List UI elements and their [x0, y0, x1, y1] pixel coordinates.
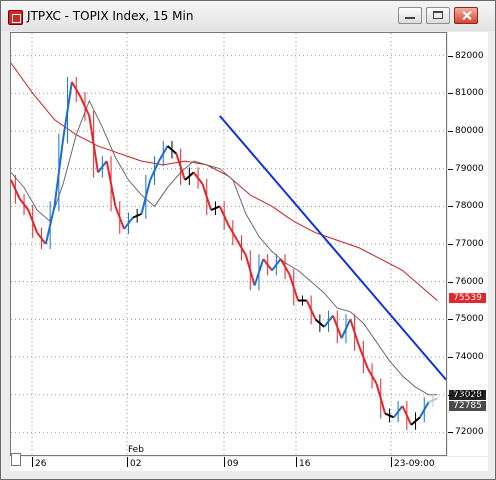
y-tick-mark — [448, 130, 453, 132]
x-tick-label: 16 — [299, 459, 311, 469]
x-tick-mark — [224, 457, 225, 467]
y-tick-label: 74000 — [455, 352, 484, 363]
price-axis[interactable] — [448, 32, 488, 456]
y-tick-label: 73000 — [455, 389, 484, 400]
last-price-tag: 73028 — [449, 390, 486, 400]
x-tick-mark — [296, 457, 297, 467]
x-tick-mark — [391, 457, 392, 467]
y-tick-mark — [448, 206, 453, 208]
y-tick-mark — [448, 394, 453, 396]
trend-line[interactable] — [219, 115, 447, 381]
x-tick-label: 23-09:00 — [394, 459, 435, 469]
maximize-button[interactable] — [426, 7, 450, 24]
ma-fast-price-tag: 72785 — [449, 401, 486, 411]
y-tick-mark — [448, 168, 453, 170]
title-bar[interactable]: JTPXC - TOPIX Index, 15 Min — [1, 1, 495, 31]
time-axis[interactable] — [10, 457, 488, 471]
x-tick-label: 02 — [130, 459, 142, 469]
minimize-button[interactable] — [398, 7, 422, 24]
y-tick-label: 75000 — [455, 314, 484, 325]
y-tick-mark — [448, 319, 453, 321]
chart-corner-toggle[interactable] — [11, 453, 21, 466]
y-tick-mark — [448, 281, 453, 283]
x-tick-mark — [32, 457, 33, 467]
y-tick-label: 80000 — [455, 125, 484, 136]
y-tick-mark — [448, 357, 453, 359]
x-tick-mark — [127, 457, 128, 467]
close-button[interactable] — [454, 7, 478, 24]
y-tick-mark — [448, 432, 453, 434]
ma-slow-price-tag: 75539 — [449, 293, 486, 303]
y-tick-label: 72000 — [455, 427, 484, 438]
y-tick-label: 82000 — [455, 50, 484, 61]
x-tick-label: 26 — [35, 459, 47, 469]
y-tick-label: 79000 — [455, 163, 484, 174]
y-tick-label: 76000 — [455, 276, 484, 287]
chart-window-icon[interactable] — [8, 10, 23, 25]
y-tick-label: 81000 — [455, 88, 484, 99]
window-title: JTPXC - TOPIX Index, 15 Min — [27, 9, 194, 23]
y-tick-label: 78000 — [455, 201, 484, 212]
y-tick-mark — [448, 93, 453, 95]
x-tick-label: 09 — [227, 459, 239, 469]
ma-fast-line — [10, 99, 438, 396]
y-tick-mark — [448, 244, 453, 245]
y-tick-label: 77000 — [455, 239, 484, 249]
month-label: Feb — [128, 445, 144, 455]
y-tick-mark — [448, 55, 453, 57]
